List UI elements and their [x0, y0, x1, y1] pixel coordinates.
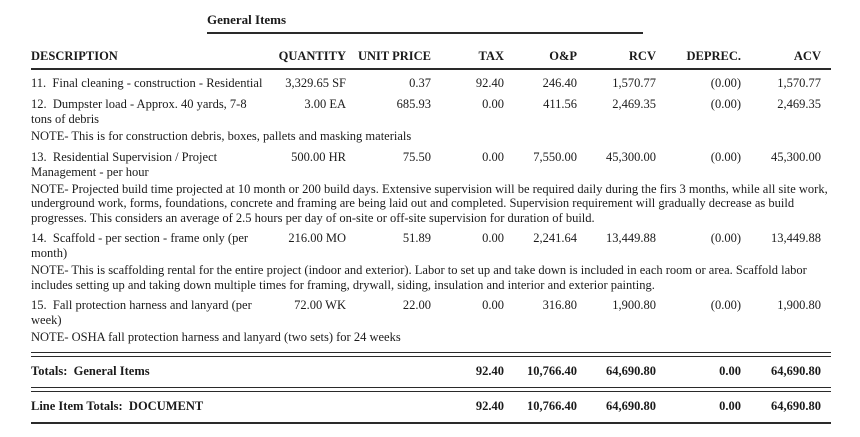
line-item-totals-row: Line Item Totals: DOCUMENT 92.40 10,766.…	[31, 392, 831, 422]
item-rcv: 2,469.35	[612, 97, 656, 111]
column-header-deprec: DEPREC.	[686, 49, 741, 63]
line-item-totals-deprec: 0.00	[719, 398, 741, 413]
item-description: 11. Final cleaning - construction - Resi…	[31, 76, 263, 90]
item-unit-price: 0.37	[409, 76, 431, 90]
item-tax: 0.00	[482, 97, 504, 111]
column-header-op: O&P	[549, 49, 577, 63]
item-deprec: (0.00)	[710, 298, 741, 312]
item-description: 15. Fall protection harness and lanyard …	[31, 298, 255, 327]
totals-deprec: 0.00	[719, 363, 741, 378]
item-op: 7,550.00	[533, 149, 577, 164]
item-note: NOTE- This is scaffolding rental for the…	[31, 263, 810, 292]
totals-op: 10,766.40	[527, 363, 577, 378]
item-unit-price: 685.93	[396, 97, 431, 111]
item-quantity: 72.00 WK	[294, 298, 346, 312]
item-description: 12. Dumpster load - Approx. 40 yards, 7-…	[31, 97, 250, 126]
item-unit-price: 75.50	[402, 149, 431, 164]
item-deprec: (0.00)	[710, 149, 741, 164]
column-header-description: DESCRIPTION	[31, 49, 118, 63]
totals-divider-double-rule	[31, 386, 831, 392]
line-item-totals-tax: 92.40	[475, 398, 504, 413]
section-divider-double-rule	[31, 351, 831, 357]
item-rcv: 1,570.77	[612, 76, 656, 90]
item-tax: 0.00	[482, 231, 504, 245]
item-deprec: (0.00)	[710, 231, 741, 245]
column-header-acv: ACV	[793, 49, 821, 63]
item-op: 411.56	[543, 97, 577, 111]
column-header-unit-price: UNIT PRICE	[357, 49, 431, 63]
item-acv: 2,469.35	[777, 97, 821, 111]
item-unit-price: 22.00	[402, 298, 431, 312]
item-description: 13. Residential Supervision / Project Ma…	[31, 149, 221, 179]
item-acv: 45,300.00	[771, 149, 821, 164]
item-op: 2,241.64	[533, 231, 577, 245]
item-deprec: (0.00)	[710, 97, 741, 111]
totals-rcv: 64,690.80	[606, 363, 656, 378]
table-header-row: DESCRIPTION QUANTITY UNIT PRICE TAX O&P …	[31, 49, 831, 70]
document-end-rule	[31, 421, 831, 424]
item-unit-price: 51.89	[402, 231, 431, 245]
item-tax: 0.00	[482, 149, 504, 164]
item-tax: 92.40	[475, 76, 504, 90]
item-acv: 13,449.88	[771, 231, 821, 245]
item-quantity: 500.00 HR	[291, 149, 346, 164]
column-header-quantity: QUANTITY	[278, 49, 346, 63]
line-item-totals-op: 10,766.40	[527, 398, 577, 413]
column-header-rcv: RCV	[628, 49, 656, 63]
line-item-totals-acv: 64,690.80	[771, 398, 821, 413]
item-description: 14. Scaffold - per section - frame only …	[31, 231, 252, 260]
item-quantity: 3.00 EA	[304, 97, 346, 111]
totals-tax: 92.40	[475, 363, 504, 378]
table-row: 15. Fall protection harness and lanyard …	[31, 298, 831, 328]
table-row: 11. Final cleaning - construction - Resi…	[31, 76, 831, 91]
item-rcv: 1,900.80	[612, 298, 656, 312]
item-acv: 1,570.77	[777, 76, 821, 90]
item-quantity: 216.00 MO	[288, 231, 346, 245]
item-op: 246.40	[542, 76, 577, 90]
column-header-tax: TAX	[478, 49, 504, 63]
table-row: 13. Residential Supervision / Project Ma…	[31, 150, 831, 180]
item-tax: 0.00	[482, 298, 504, 312]
section-totals-row: Totals: General Items 92.40 10,766.40 64…	[31, 357, 831, 387]
item-rcv: 13,449.88	[606, 231, 656, 245]
line-item-totals-label: Line Item Totals: DOCUMENT	[31, 398, 204, 413]
item-note: NOTE- OSHA fall protection harness and l…	[31, 330, 401, 344]
item-op: 316.80	[542, 298, 577, 312]
section-totals-label: Totals: General Items	[31, 363, 150, 378]
section-title-underline: General Items	[207, 12, 643, 34]
line-item-totals-rcv: 64,690.80	[606, 398, 656, 413]
table-row: 14. Scaffold - per section - frame only …	[31, 231, 831, 261]
table-row: 12. Dumpster load - Approx. 40 yards, 7-…	[31, 97, 831, 127]
section-title: General Items	[207, 12, 287, 27]
item-note: NOTE- This is for construction debris, b…	[31, 129, 412, 143]
totals-acv: 64,690.80	[771, 363, 821, 378]
item-rcv: 45,300.00	[606, 149, 656, 164]
estimate-page: General Items DESCRIPTION QUANTITY UNIT …	[31, 0, 831, 424]
item-acv: 1,900.80	[777, 298, 821, 312]
item-deprec: (0.00)	[710, 76, 741, 90]
item-quantity: 3,329.65 SF	[285, 76, 346, 90]
item-note: NOTE- Projected build time projected at …	[31, 181, 831, 225]
